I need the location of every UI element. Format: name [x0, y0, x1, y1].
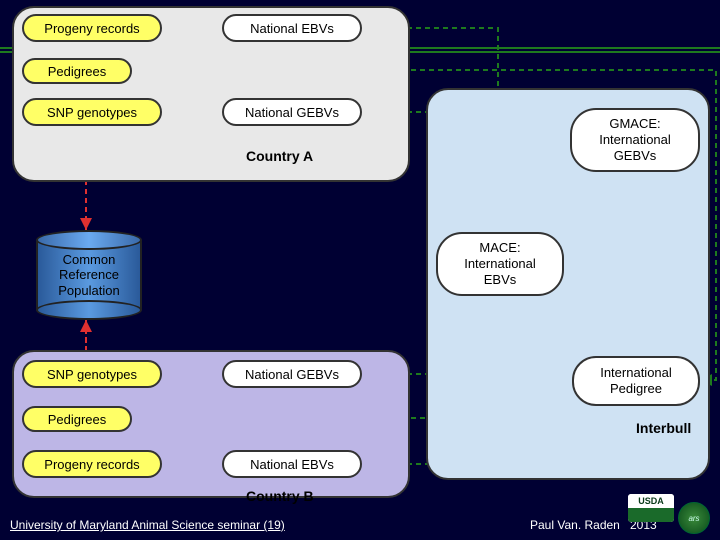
footer-author: Paul Van. Raden — [530, 518, 620, 532]
crp-line2: Reference — [58, 267, 119, 283]
pill-ebv-b: National EBVs — [222, 450, 362, 478]
pill-gebv-b: National GEBVs — [222, 360, 362, 388]
usda-logo: USDA — [628, 494, 674, 522]
pill-intl-pedigree: International Pedigree — [572, 356, 700, 406]
pill-pedigrees-b: Pedigrees — [22, 406, 132, 432]
ars-logo: ars — [678, 502, 710, 534]
pill-ebv-a: National EBVs — [222, 14, 362, 42]
label-country-a: Country A — [246, 148, 313, 164]
pill-gmace: GMACE: International GEBVs — [570, 108, 700, 172]
pill-gebv-a: National GEBVs — [222, 98, 362, 126]
crp-line3: Population — [58, 283, 119, 299]
label-interbull: Interbull — [636, 420, 691, 436]
pill-progeny-a: Progeny records — [22, 14, 162, 42]
pill-pedigrees-a: Pedigrees — [22, 58, 132, 84]
footer-left: University of Maryland Animal Science se… — [10, 518, 285, 532]
cylinder-crp: Common Reference Population — [36, 230, 142, 320]
pill-snp-b: SNP genotypes — [22, 360, 162, 388]
crp-line1: Common — [58, 252, 119, 268]
pill-snp-a: SNP genotypes — [22, 98, 162, 126]
label-country-b: Country B — [246, 488, 314, 504]
pill-mace: MACE: International EBVs — [436, 232, 564, 296]
pill-progeny-b: Progeny records — [22, 450, 162, 478]
